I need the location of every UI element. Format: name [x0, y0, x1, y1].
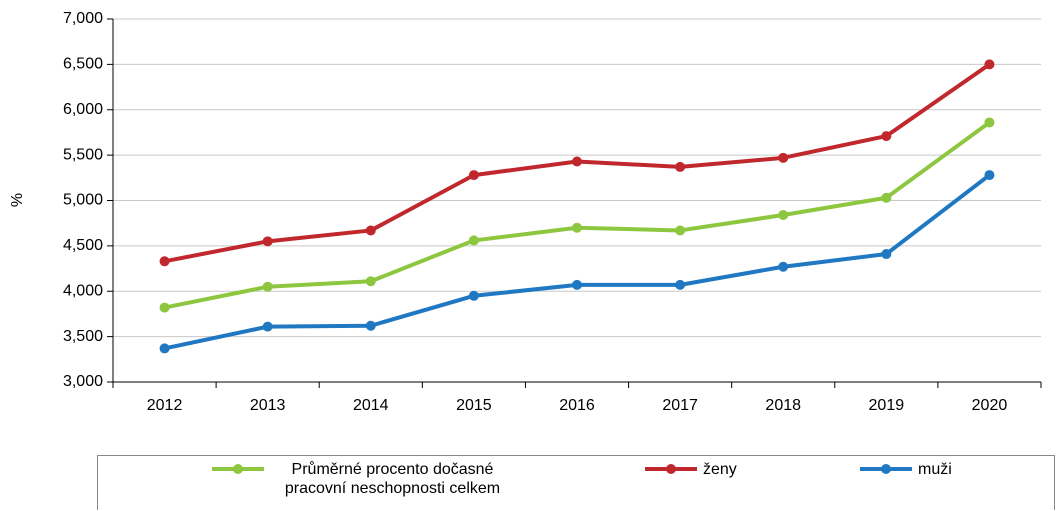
x-tick-label: 2016: [559, 397, 595, 414]
data-point: [675, 279, 686, 290]
legend-item: ženy: [643, 460, 737, 479]
y-tick-label: 3,000: [63, 373, 103, 390]
data-point: [159, 256, 170, 267]
data-point: [675, 161, 686, 172]
data-point: [365, 276, 376, 287]
y-tick-label: 6,000: [63, 101, 103, 118]
legend-swatch: [645, 464, 697, 474]
data-point: [881, 131, 892, 142]
legend-marker: [881, 464, 891, 474]
y-tick-label: 7,000: [63, 10, 103, 27]
data-point: [262, 321, 273, 332]
data-point: [778, 261, 789, 272]
data-point: [778, 152, 789, 163]
y-axis-label: %: [9, 193, 26, 207]
y-tick-label: 4,500: [63, 237, 103, 254]
legend-item: Průměrné procento dočasné pracovní nesch…: [210, 460, 515, 498]
legend-marker: [233, 464, 243, 474]
x-tick-label: 2013: [250, 397, 286, 414]
data-point: [984, 117, 995, 128]
x-tick-label: 2020: [972, 397, 1008, 414]
x-tick-label: 2014: [353, 397, 389, 414]
data-point: [572, 156, 582, 167]
y-tick-label: 5,000: [63, 192, 103, 209]
legend-label: muži: [918, 461, 952, 478]
data-point: [778, 210, 789, 221]
data-point: [572, 279, 582, 290]
x-tick-label: 2015: [456, 397, 492, 414]
data-point: [468, 235, 479, 246]
data-point: [262, 281, 273, 292]
data-point: [675, 225, 686, 236]
y-tick-label: 4,000: [63, 282, 103, 299]
data-point: [365, 320, 376, 331]
y-tick-label: 5,500: [63, 146, 103, 163]
data-point: [881, 249, 892, 260]
y-tick-label: 6,500: [63, 56, 103, 73]
data-point: [468, 290, 479, 301]
data-point: [984, 170, 995, 181]
legend-label: ženy: [703, 461, 737, 478]
chart: % 3,000 3,500 4,000 4,500 5,000 5,500 6,000 6,5…: [9, 10, 1042, 414]
y-tick-label: 3,500: [63, 328, 103, 345]
series-line: [164, 120, 991, 310]
data-point: [984, 59, 995, 70]
legend-marker: [666, 464, 676, 474]
x-tick-label: 2012: [147, 397, 183, 414]
data-point: [881, 192, 892, 203]
x-tick-label: 2019: [869, 397, 905, 414]
x-tick-label: 2018: [765, 397, 801, 414]
legend: Průměrné procento dočasné pracovní nesch…: [97, 455, 1055, 510]
legend-item: muži: [858, 460, 952, 479]
data-point: [159, 302, 170, 313]
data-point: [468, 170, 479, 181]
data-point: [572, 222, 582, 233]
data-point: [365, 225, 376, 236]
data-point: [262, 236, 273, 247]
legend-swatch: [860, 464, 912, 474]
x-tick-label: 2017: [662, 397, 698, 414]
data-point: [159, 343, 170, 354]
legend-swatch: [212, 464, 264, 474]
legend-label: Průměrné procento dočasné pracovní nesch…: [284, 461, 501, 497]
